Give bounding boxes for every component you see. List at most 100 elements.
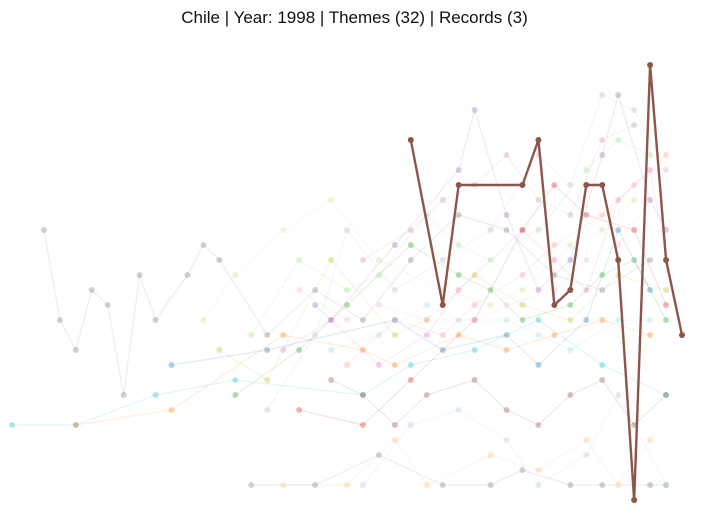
background-series-point (615, 317, 622, 323)
background-series-point (567, 317, 574, 323)
background-series-point (583, 257, 590, 263)
background-series-point (280, 227, 287, 233)
background-series-point (647, 152, 654, 158)
background-series-point (344, 227, 350, 233)
background-series-point (328, 347, 335, 353)
background-series-point (567, 392, 574, 398)
background-series-point (9, 422, 15, 428)
background-series-point (391, 287, 398, 293)
background-series-point (471, 107, 478, 113)
background-series-point (647, 332, 654, 338)
background-series-point (487, 227, 494, 233)
background-series-point (439, 482, 446, 488)
background-series-point (439, 347, 446, 353)
background-series-point (391, 437, 398, 443)
background-series-point (567, 242, 574, 248)
background-series-point (359, 392, 366, 398)
background-series-point (423, 302, 430, 308)
background-series-point (615, 137, 622, 143)
background-series-point (136, 272, 143, 278)
background-series-point (599, 137, 606, 143)
background-series-point (599, 272, 606, 278)
background-series-point (216, 257, 223, 263)
background-series-line (298, 199, 651, 321)
background-series-line (346, 154, 667, 366)
background-series-point (583, 287, 590, 293)
background-series-point (280, 347, 287, 353)
background-series-point (503, 212, 510, 218)
background-series-point (391, 317, 398, 323)
background-series-line (251, 454, 667, 486)
background-series-point (296, 407, 303, 413)
background-series-point (471, 317, 478, 323)
background-series-point (663, 167, 670, 173)
highlight-series-point (599, 182, 606, 188)
background-series-point (599, 377, 606, 383)
background-series-point (168, 362, 175, 368)
background-series-point (503, 152, 510, 158)
background-series-point (535, 332, 542, 338)
highlight-series-layer (407, 62, 685, 503)
background-series-point (535, 317, 542, 323)
background-series-point (407, 242, 414, 248)
background-series-point (72, 422, 79, 428)
background-series-point (439, 197, 446, 203)
background-series-point (519, 302, 526, 308)
background-series-point (535, 287, 542, 293)
background-series-line (282, 169, 683, 366)
background-series-point (503, 227, 510, 233)
background-series-point (599, 92, 606, 98)
background-series-point (615, 227, 622, 233)
background-series-point (359, 482, 366, 488)
background-series-point (647, 197, 654, 203)
background-series-point (663, 317, 670, 323)
highlight-series-point (407, 137, 414, 143)
background-series-point (232, 272, 239, 278)
background-series-point (663, 392, 670, 398)
background-series-point (503, 347, 510, 353)
background-series-point (631, 257, 638, 263)
background-series-point (631, 182, 638, 188)
highlight-series-point (535, 137, 542, 143)
background-series-point (200, 317, 207, 323)
background-series-point (200, 242, 207, 248)
background-series-point (423, 332, 430, 338)
background-series-line (330, 304, 651, 351)
background-series-point (328, 257, 335, 263)
background-series-point (375, 302, 382, 308)
background-series-point (455, 317, 462, 323)
background-series-point (407, 362, 414, 368)
background-series-point (455, 287, 462, 293)
background-series-point (88, 287, 95, 293)
background-series-point (407, 377, 414, 383)
background-series-point (567, 257, 574, 263)
background-series-point (391, 422, 398, 428)
background-series-point (551, 332, 558, 338)
background-series-point (487, 302, 494, 308)
background-series-point (455, 167, 462, 173)
background-series-point (583, 452, 590, 458)
highlight-series-point (631, 497, 638, 503)
background-series-point (407, 227, 414, 233)
background-series-point (647, 317, 654, 323)
background-series-line (314, 94, 667, 321)
background-series-point (599, 152, 606, 158)
background-series-point (663, 392, 670, 398)
background-series-point (232, 392, 239, 398)
background-series-point (344, 302, 350, 308)
background-series-point (296, 257, 303, 263)
background-series-point (312, 482, 319, 488)
background-series-point (599, 287, 606, 293)
background-series-point (519, 227, 526, 233)
background-series-point (615, 92, 622, 98)
background-series-point (56, 317, 63, 323)
background-series-point (567, 302, 574, 308)
background-series-point (168, 407, 175, 413)
background-series-point (104, 302, 111, 308)
background-series-point (280, 482, 287, 488)
background-series-point (312, 287, 319, 293)
background-series-point (647, 197, 654, 203)
background-series-point (663, 302, 670, 308)
background-series-point (535, 227, 542, 233)
